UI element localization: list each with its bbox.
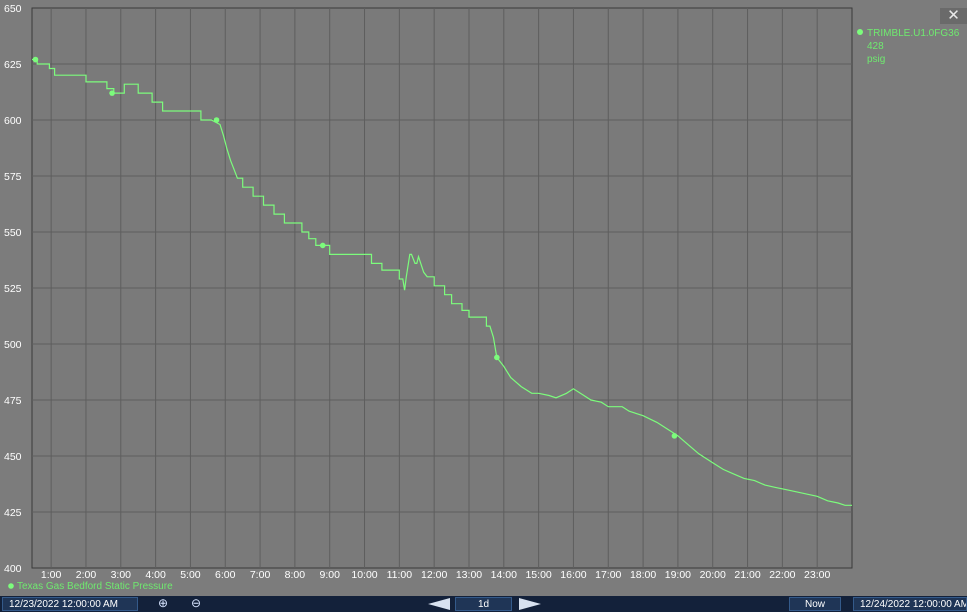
y-tick-label: 450 bbox=[4, 451, 22, 463]
legend-series-label: Texas Gas Bedford Static Pressure bbox=[17, 581, 173, 592]
legend-tag-name: TRIMBLE.U1.0FG36 bbox=[867, 28, 960, 39]
x-tick-label: 8:00 bbox=[285, 569, 306, 581]
y-tick-label: 525 bbox=[4, 283, 22, 295]
series-line bbox=[32, 58, 852, 506]
period-field[interactable]: 1d bbox=[455, 597, 512, 611]
series-layer bbox=[32, 56, 852, 506]
y-tick-label: 625 bbox=[4, 59, 22, 71]
x-tick-label: 12:00 bbox=[421, 569, 447, 581]
x-axis: 1:00 2:00 3:00 4:00 5:00 6:00 7:00 8:00 9:00 10:0… bbox=[41, 569, 831, 581]
x-tick-label: 22:00 bbox=[769, 569, 795, 581]
x-tick-label: 6:00 bbox=[215, 569, 236, 581]
legend-series[interactable]: Texas Gas Bedford Static Pressure bbox=[8, 581, 173, 592]
now-button[interactable]: Now bbox=[789, 597, 841, 611]
x-tick-label: 11:00 bbox=[387, 569, 413, 581]
data-point-marker[interactable] bbox=[671, 433, 678, 439]
y-tick-label: 575 bbox=[4, 171, 22, 183]
previous-period-arrow-icon[interactable] bbox=[428, 598, 450, 610]
data-point-marker[interactable] bbox=[213, 117, 220, 123]
x-tick-label: 14:00 bbox=[491, 569, 517, 581]
x-tick-label: 7:00 bbox=[250, 569, 271, 581]
data-point-marker[interactable] bbox=[494, 354, 500, 361]
y-axis: 400 425 450 475 500 525 550 575 600 625 650 bbox=[4, 3, 22, 575]
legend-tag-unit: psig bbox=[867, 54, 885, 65]
legend-tag-value: 428 bbox=[867, 41, 884, 52]
legend-tag[interactable]: TRIMBLE.U1.0FG36 428 psig bbox=[857, 28, 960, 65]
end-time-field[interactable]: 12/24/2022 12:00:00 AM bbox=[853, 597, 967, 611]
zoom-out-icon[interactable]: ⊖ bbox=[191, 596, 202, 610]
next-period-arrow-icon[interactable] bbox=[519, 598, 541, 610]
y-tick-label: 650 bbox=[4, 3, 22, 15]
legend-series-dot bbox=[8, 583, 14, 589]
time-toolbar: 12/23/2022 12:00:00 AM ⊕ ⊖ 1d Now 12/24/… bbox=[0, 596, 967, 612]
close-icon[interactable]: ✕ bbox=[940, 8, 967, 24]
data-point-marker[interactable] bbox=[32, 56, 39, 63]
y-tick-label: 500 bbox=[4, 339, 22, 351]
x-tick-label: 20:00 bbox=[700, 569, 726, 581]
x-tick-label: 23:00 bbox=[804, 569, 830, 581]
x-tick-label: 15:00 bbox=[525, 569, 551, 581]
start-time-field[interactable]: 12/23/2022 12:00:00 AM bbox=[2, 597, 138, 611]
x-tick-label: 3:00 bbox=[111, 569, 132, 581]
data-point-marker[interactable] bbox=[319, 242, 326, 249]
x-tick-label: 5:00 bbox=[180, 569, 201, 581]
y-tick-label: 400 bbox=[4, 563, 22, 575]
x-tick-label: 18:00 bbox=[630, 569, 656, 581]
x-tick-label: 1:00 bbox=[41, 569, 62, 581]
y-tick-label: 600 bbox=[4, 115, 22, 127]
y-tick-label: 425 bbox=[4, 507, 22, 519]
y-tick-label: 475 bbox=[4, 395, 22, 407]
zoom-in-icon[interactable]: ⊕ bbox=[158, 596, 169, 610]
legend-tag-dot bbox=[857, 29, 863, 35]
x-tick-label: 4:00 bbox=[145, 569, 166, 581]
x-tick-label: 2:00 bbox=[76, 569, 97, 581]
x-tick-label: 19:00 bbox=[665, 569, 691, 581]
x-tick-label: 9:00 bbox=[319, 569, 340, 581]
x-tick-label: 16:00 bbox=[560, 569, 586, 581]
x-tick-label: 21:00 bbox=[734, 569, 760, 581]
grid bbox=[32, 8, 852, 568]
x-tick-label: 10:00 bbox=[351, 569, 377, 581]
x-tick-label: 17:00 bbox=[595, 569, 621, 581]
y-tick-label: 550 bbox=[4, 227, 22, 239]
trend-chart: 400 425 450 475 500 525 550 575 600 625 650 1:00 2:… bbox=[4, 3, 960, 592]
data-point-marker[interactable] bbox=[109, 90, 115, 96]
x-tick-label: 13:00 bbox=[456, 569, 482, 581]
